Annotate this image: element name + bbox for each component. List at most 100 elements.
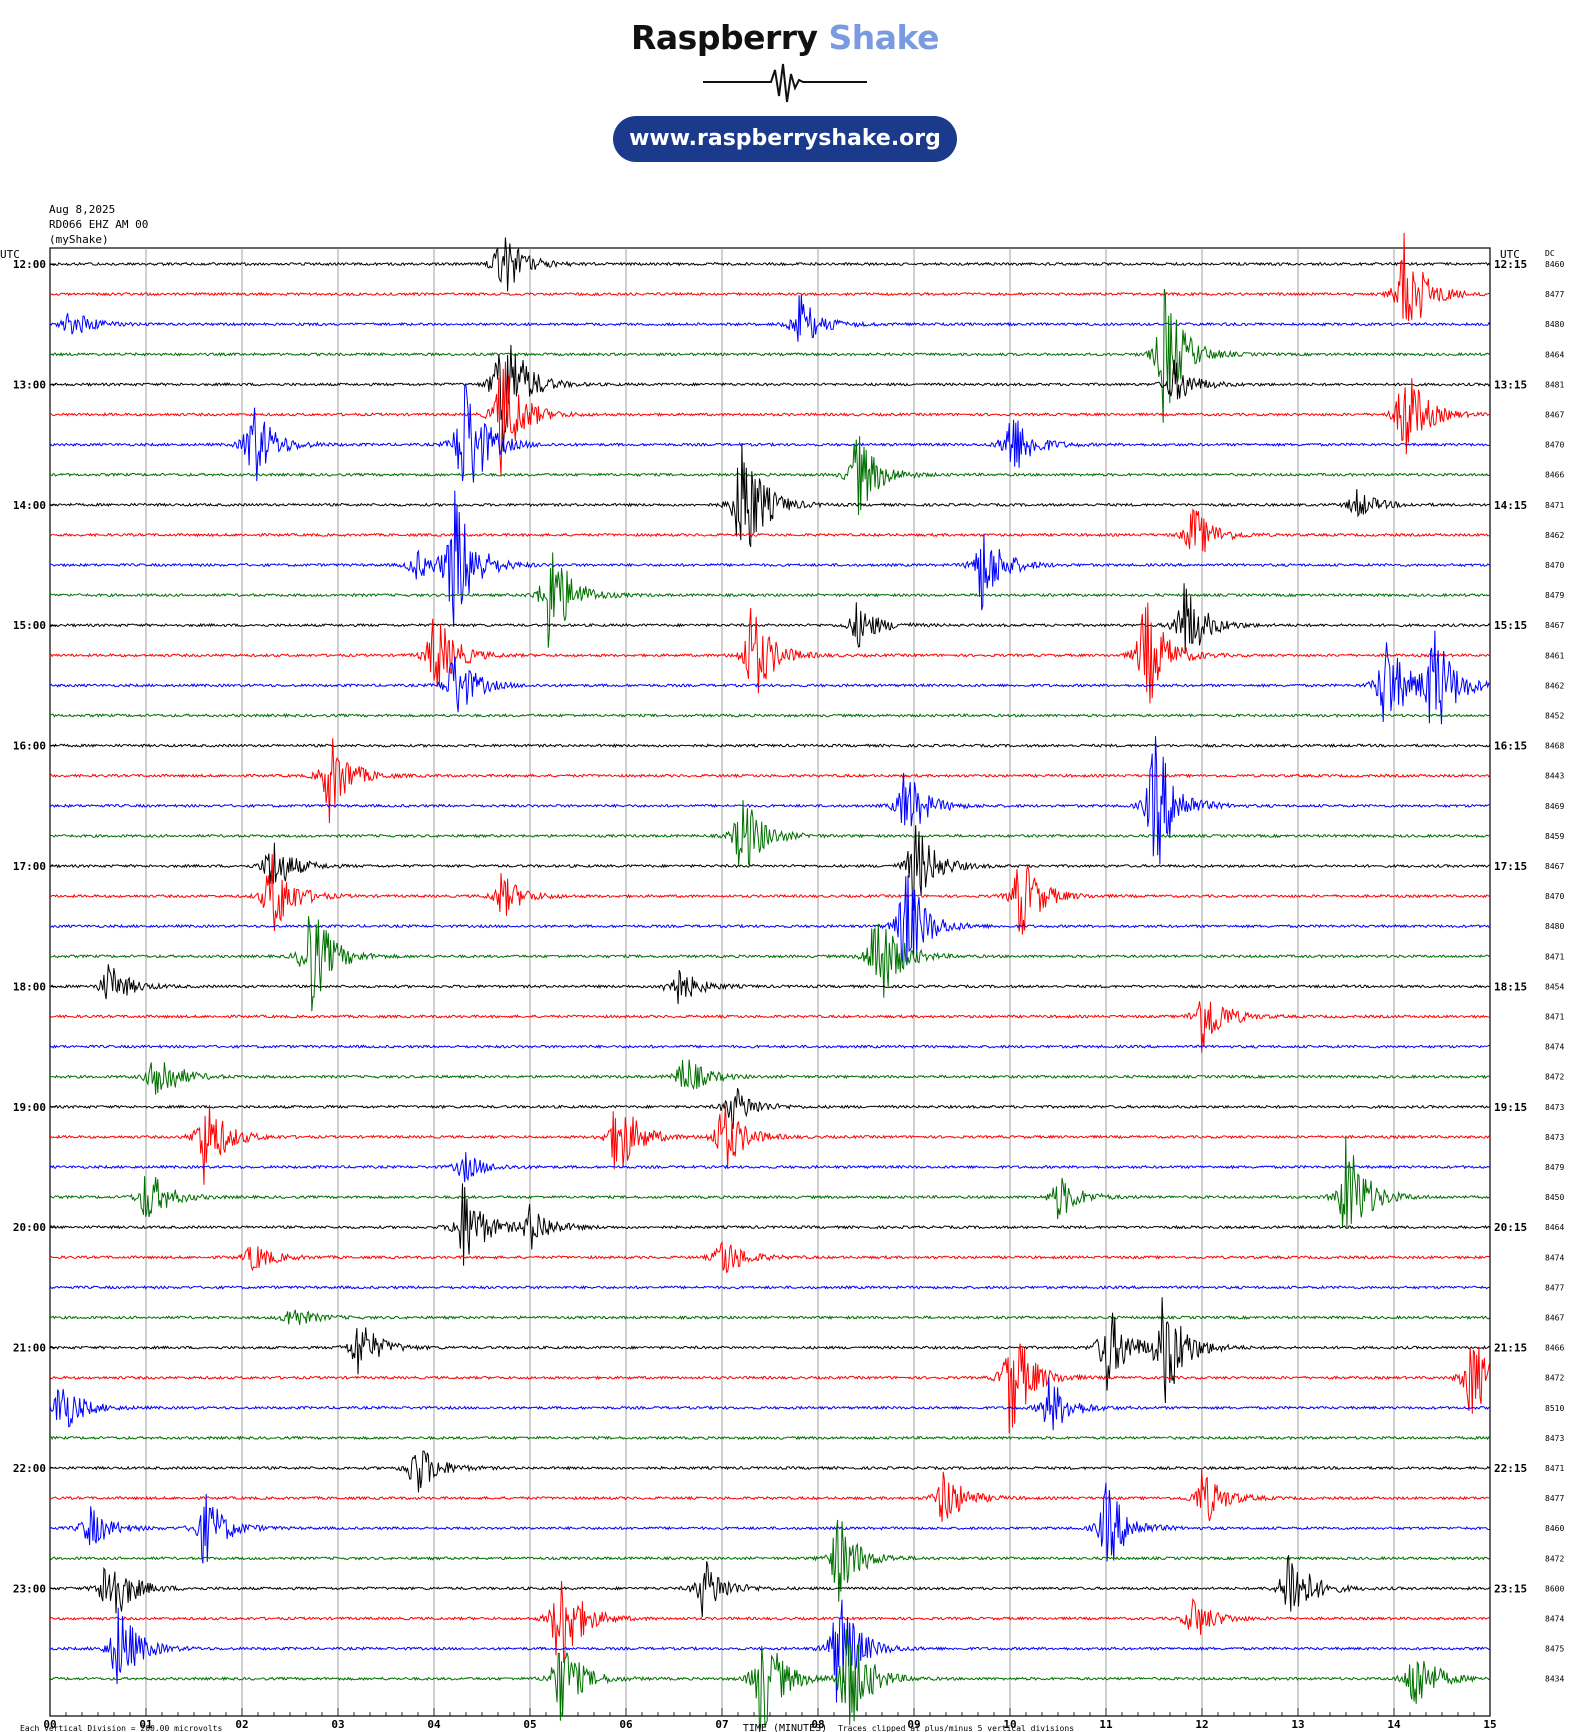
trace-row xyxy=(49,602,1491,704)
trace-row xyxy=(49,1044,1490,1049)
trace-row xyxy=(49,1088,1491,1129)
website-link[interactable]: www.raspberryshake.org xyxy=(613,116,957,162)
left-hour-label: 21:00 xyxy=(13,1342,46,1355)
dc-value: 8467 xyxy=(1545,411,1564,420)
trace-row xyxy=(49,875,1490,966)
dc-value: 8475 xyxy=(1545,1645,1564,1654)
dc-value: 8473 xyxy=(1545,1103,1564,1112)
logo-title: Raspberry Shake xyxy=(0,18,1570,57)
trace-row xyxy=(49,1450,1491,1493)
dc-value: 8464 xyxy=(1545,350,1564,359)
dc-value: 8460 xyxy=(1545,260,1564,269)
dc-value: 8471 xyxy=(1545,952,1564,961)
trace-row xyxy=(49,1519,1491,1602)
trace-row xyxy=(49,1297,1491,1404)
right-tz-label: UTC xyxy=(1500,248,1520,261)
right-hour-label: 23:15 xyxy=(1494,1582,1527,1595)
trace-row xyxy=(49,237,1491,292)
x-tick-label: 10 xyxy=(1003,1718,1016,1731)
right-hour-label: 22:15 xyxy=(1494,1462,1527,1475)
x-tick-label: 13 xyxy=(1291,1718,1304,1731)
left-hour-label: 22:00 xyxy=(13,1462,46,1475)
dc-value: 8462 xyxy=(1545,681,1564,690)
trace-row xyxy=(49,1555,1491,1618)
trace-row xyxy=(49,1343,1491,1434)
dc-value: 8474 xyxy=(1545,1043,1564,1052)
dc-value: 8469 xyxy=(1545,802,1564,811)
x-tick-label: 08 xyxy=(811,1718,824,1731)
trace-row xyxy=(50,854,1491,935)
trace-row xyxy=(49,443,1491,548)
x-tick-label: 01 xyxy=(139,1718,153,1731)
trace-row xyxy=(49,508,1491,553)
dc-value: 8467 xyxy=(1545,1314,1564,1323)
dc-value: 8434 xyxy=(1545,1675,1564,1684)
dc-value: 8468 xyxy=(1545,742,1564,751)
trace-row xyxy=(49,436,1491,516)
dc-value: 8600 xyxy=(1545,1584,1564,1593)
trace-row xyxy=(49,736,1491,865)
dc-value: 8459 xyxy=(1545,832,1564,841)
left-hour-label: 16:00 xyxy=(13,740,46,753)
dc-value: 8470 xyxy=(1545,561,1564,570)
right-hour-label: 14:15 xyxy=(1494,499,1527,512)
trace-row xyxy=(49,825,1491,911)
trace-row xyxy=(49,1001,1491,1053)
right-hour-label: 13:15 xyxy=(1494,378,1527,391)
trace-row xyxy=(49,1309,1491,1325)
trace-row xyxy=(49,1482,1490,1564)
trace-row xyxy=(49,1376,1490,1431)
left-hour-label: 18:00 xyxy=(13,980,46,993)
trace-row xyxy=(49,1435,1491,1441)
x-tick-label: 04 xyxy=(427,1718,441,1731)
dc-value: 8452 xyxy=(1545,712,1564,721)
trace-row xyxy=(49,1104,1490,1185)
dc-value: 8473 xyxy=(1545,1133,1564,1142)
x-tick-label: 02 xyxy=(235,1718,248,1731)
dc-value: 8473 xyxy=(1545,1434,1564,1443)
dc-value: 8467 xyxy=(1545,862,1564,871)
trace-row xyxy=(49,1468,1490,1523)
dc-value: 8464 xyxy=(1545,1223,1564,1232)
dc-value: 8471 xyxy=(1545,1013,1564,1022)
trace-row xyxy=(49,288,1491,423)
trace-row xyxy=(49,1183,1491,1266)
trace-row xyxy=(49,1580,1491,1664)
dc-value: 8480 xyxy=(1545,922,1564,931)
dc-value: 8477 xyxy=(1545,1283,1564,1292)
dc-value: 8479 xyxy=(1545,591,1564,600)
footer-scale-note: Each Vertical Division = 200.00 microvol… xyxy=(20,1724,222,1732)
right-hour-label: 15:15 xyxy=(1494,619,1527,632)
trace-row xyxy=(49,583,1491,654)
trace-row xyxy=(49,1135,1491,1228)
left-hour-label: 19:00 xyxy=(13,1101,46,1114)
left-hour-label: 15:00 xyxy=(13,619,46,632)
x-tick-label: 07 xyxy=(715,1718,728,1731)
left-tz-label: UTC xyxy=(0,248,20,261)
right-hour-label: 19:15 xyxy=(1494,1101,1527,1114)
trace-row xyxy=(49,232,1491,322)
trace-row xyxy=(49,1059,1491,1095)
trace-row xyxy=(49,294,1491,342)
dc-value: 8470 xyxy=(1545,892,1564,901)
left-hour-label: 12:00 xyxy=(13,258,46,271)
dc-value: 8461 xyxy=(1545,651,1564,660)
trace-row xyxy=(49,490,1491,627)
x-tick-label: 03 xyxy=(331,1718,344,1731)
dc-value: 8467 xyxy=(1545,621,1564,630)
trace-row xyxy=(49,713,1491,719)
seismic-wave-icon xyxy=(703,63,867,103)
dc-value: 8477 xyxy=(1545,1494,1564,1503)
right-hour-label: 18:15 xyxy=(1494,980,1527,993)
dc-value: 8472 xyxy=(1545,1073,1564,1082)
dc-value: 8477 xyxy=(1545,290,1564,299)
dc-value: 8454 xyxy=(1545,982,1564,991)
dc-value: 8472 xyxy=(1545,1374,1564,1383)
footer-clip-note: Traces clipped at plus/minus 5 vertical … xyxy=(838,1724,1074,1732)
x-tick-label: 15 xyxy=(1483,1718,1496,1731)
dc-value: 8450 xyxy=(1545,1193,1564,1202)
left-hour-label: 14:00 xyxy=(13,499,46,512)
trace-row xyxy=(49,552,1491,648)
trace-row xyxy=(49,1152,1490,1183)
